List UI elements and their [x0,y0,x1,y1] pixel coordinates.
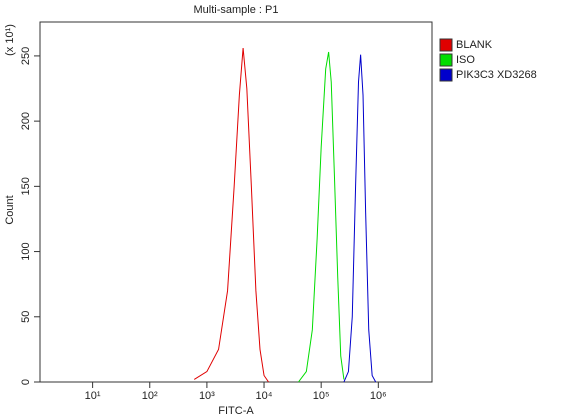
y-tick-label: 150 [20,177,32,195]
plot-frame [39,21,433,383]
histogram-line [343,54,377,383]
y-tick-label: 0 [20,379,32,385]
legend-label: BLANK [456,39,493,51]
x-axis-label: FITC-A [218,405,254,417]
x-tick-label: 10² [142,390,158,402]
legend-swatch [439,38,453,52]
y-tick-label: 100 [20,242,32,260]
legend-swatch [439,68,453,82]
chart-title: Multi-sample : P1 [194,4,279,16]
x-tick-label: 10⁶ [370,390,387,402]
x-tick-label: 10⁴ [256,390,273,402]
x-tick-label: 10¹ [85,390,101,402]
y-tick-label: 250 [20,47,32,65]
histogram-line [298,51,345,383]
legend-label: ISO [456,54,475,66]
legend-label: PIK3C3 XD3268 [456,69,537,81]
histogram-line [193,48,269,383]
legend-swatch [439,53,453,67]
y-unit-label: (x 10¹) [4,24,16,56]
x-tick-label: 10³ [199,390,215,402]
y-axis-label: Count [4,195,16,224]
x-tick-label: 10⁵ [313,390,330,402]
y-tick-label: 50 [20,311,32,323]
y-tick-label: 200 [20,112,32,130]
